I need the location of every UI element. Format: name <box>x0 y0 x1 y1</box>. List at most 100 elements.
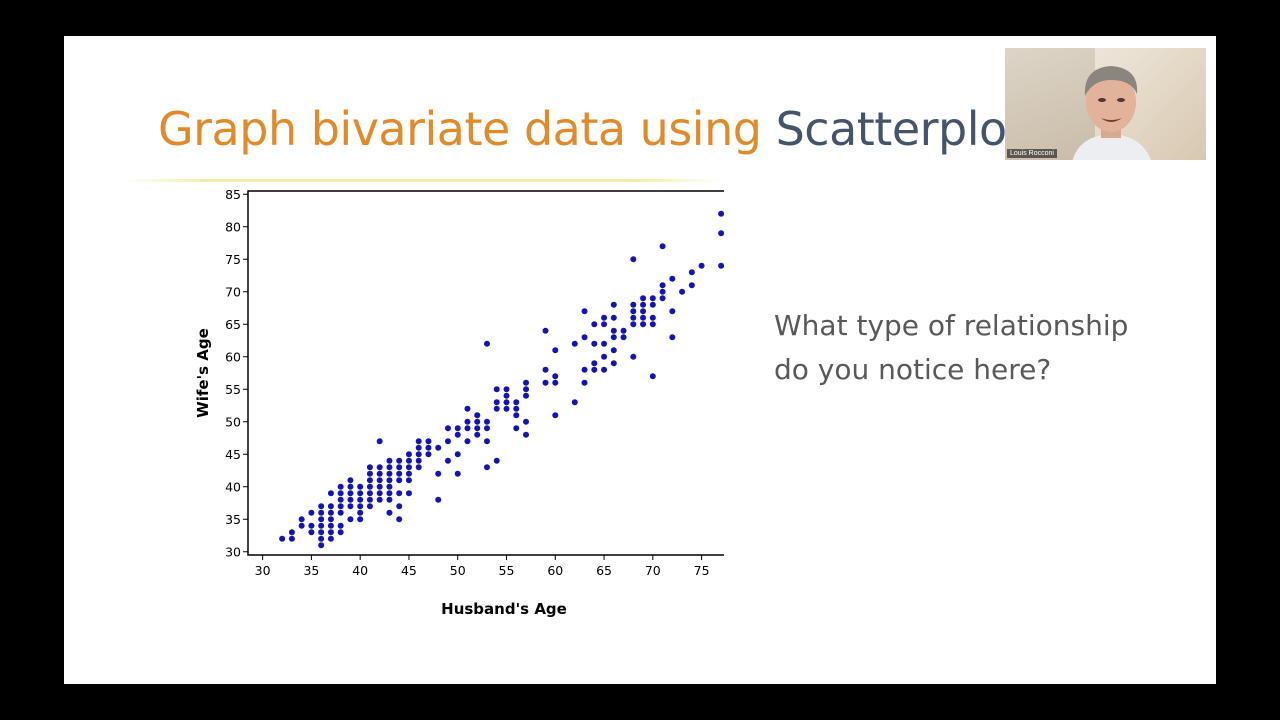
scatter-point <box>435 470 442 477</box>
x-tick-label: 45 <box>401 563 417 578</box>
scatter-point <box>376 496 383 503</box>
slide-title-part1: Graph bivariate data using <box>158 102 762 156</box>
scatter-point <box>630 321 637 328</box>
scatter-point <box>591 340 598 347</box>
scatter-point <box>337 490 344 497</box>
scatter-point <box>591 366 598 373</box>
y-tick-label: 45 <box>225 447 241 462</box>
webcam-background <box>1005 48 1095 160</box>
scatter-point <box>386 457 393 464</box>
scatter-point <box>454 431 461 438</box>
scatter-point <box>464 418 471 425</box>
scatter-point <box>474 425 481 432</box>
scatter-point <box>337 529 344 536</box>
scatter-point <box>610 360 617 367</box>
scatter-point <box>405 451 412 458</box>
scatter-point <box>288 535 295 542</box>
y-tick-label: 65 <box>225 317 241 332</box>
scatterplot-chart: 30 35 40 45 50 55 60 65 70 75 80 30 35 40 45 50 55 60 65 7… <box>194 187 724 618</box>
title-underline <box>122 179 722 182</box>
slide-title: Graph bivariate data using Scatterplots <box>158 102 1048 156</box>
scatter-point <box>386 470 393 477</box>
scatter-point <box>357 516 364 523</box>
scatter-point <box>542 379 549 386</box>
y-tick-label: 30 <box>225 544 241 559</box>
scatter-point <box>474 418 481 425</box>
scatter-point <box>386 490 393 497</box>
x-tick-label: 70 <box>645 563 661 578</box>
scatter-point <box>552 379 559 386</box>
scatter-point <box>503 392 510 399</box>
scatter-point <box>630 314 637 321</box>
scatter-point <box>327 503 334 510</box>
x-axis-title: Husband's Age <box>441 600 567 618</box>
scatter-point <box>425 451 432 458</box>
scatter-point <box>679 288 686 295</box>
scatter-point <box>396 457 403 464</box>
scatter-point <box>357 496 364 503</box>
y-tick-label: 55 <box>225 382 241 397</box>
scatter-point <box>405 464 412 471</box>
scatter-point <box>298 522 305 529</box>
scatter-point <box>581 379 588 386</box>
presenter-video-image <box>1072 66 1151 160</box>
scatter-point <box>659 288 666 295</box>
scatter-point <box>376 490 383 497</box>
scatter-point <box>630 256 637 263</box>
scatter-point <box>366 477 373 484</box>
scatter-point <box>415 444 422 451</box>
scatter-point <box>591 360 598 367</box>
scatter-point <box>454 451 461 458</box>
scatter-point <box>581 308 588 315</box>
scatter-point <box>669 275 676 282</box>
y-tick-label: 80 <box>225 219 241 234</box>
scatter-point <box>591 321 598 328</box>
x-tick-label: 55 <box>499 563 515 578</box>
scatter-point <box>454 425 461 432</box>
scatter-point <box>601 340 608 347</box>
scatter-point <box>357 509 364 516</box>
scatter-point <box>630 301 637 308</box>
scatter-point <box>669 308 676 315</box>
y-axis-ticks: 30 35 40 45 50 55 60 65 70 75 80 85 <box>225 187 248 559</box>
y-tick-label: 50 <box>225 414 241 429</box>
scatter-point <box>718 210 724 217</box>
scatter-point <box>327 509 334 516</box>
scatter-point <box>396 490 403 497</box>
scatter-point <box>386 483 393 490</box>
scatter-point <box>327 490 334 497</box>
scatter-point <box>327 529 334 536</box>
scatter-point <box>649 373 656 380</box>
scatter-point <box>474 412 481 419</box>
scatter-point <box>669 334 676 341</box>
scatter-point <box>288 529 295 536</box>
scatter-point <box>435 444 442 451</box>
scatter-point <box>415 457 422 464</box>
scatter-point <box>396 470 403 477</box>
scatter-point <box>357 483 364 490</box>
scatter-point <box>601 321 608 328</box>
scatter-point <box>610 347 617 354</box>
scatter-point <box>396 503 403 510</box>
scatter-point <box>347 483 354 490</box>
scatter-point <box>318 509 325 516</box>
scatter-point <box>405 470 412 477</box>
scatter-point <box>396 516 403 523</box>
scatter-point <box>571 399 578 406</box>
scatter-point <box>523 431 530 438</box>
scatter-point <box>542 327 549 334</box>
scatter-point <box>318 503 325 510</box>
scatter-point <box>366 470 373 477</box>
scatter-point <box>425 438 432 445</box>
scatter-point <box>630 308 637 315</box>
scatter-point <box>659 282 666 289</box>
scatter-point <box>610 314 617 321</box>
scatter-point <box>444 425 451 432</box>
scatter-point <box>513 425 520 432</box>
question-line-1: What type of relationship <box>774 309 1129 342</box>
scatter-point <box>640 295 647 302</box>
scatter-point <box>581 366 588 373</box>
scatter-point <box>523 379 530 386</box>
scatter-point <box>640 301 647 308</box>
scatter-point <box>347 516 354 523</box>
